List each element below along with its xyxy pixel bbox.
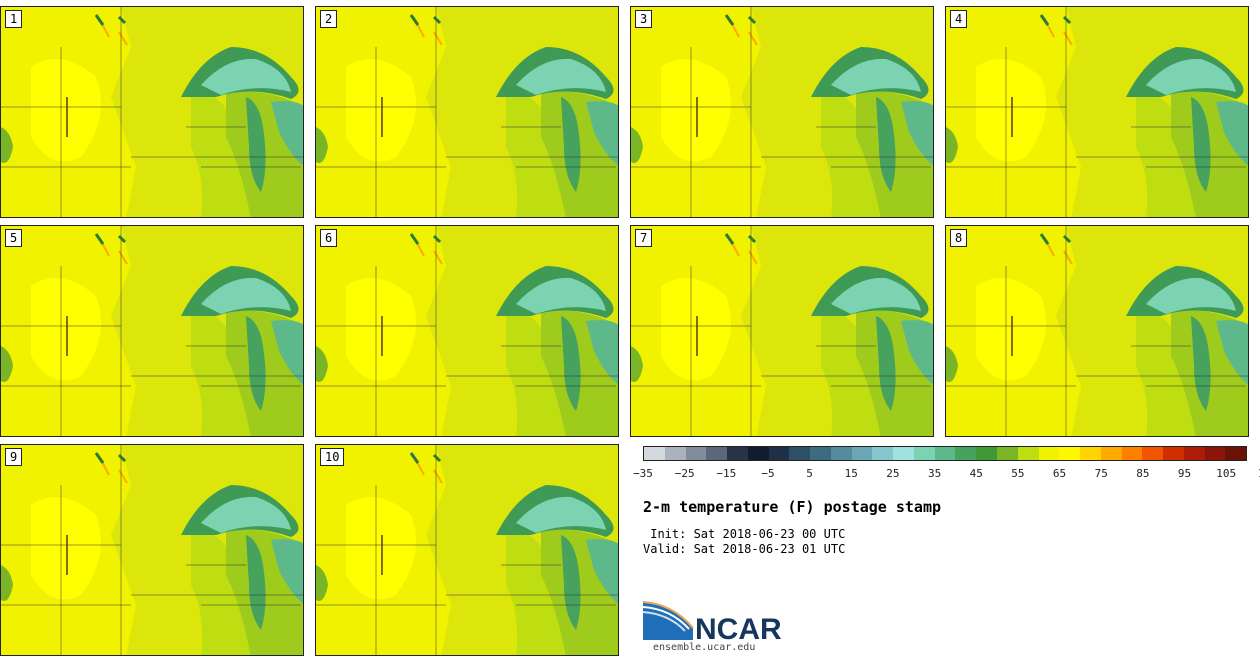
colorbar-swatch [1017, 447, 1039, 460]
colorbar-tick-label: −35 [633, 467, 653, 480]
temperature-map [316, 226, 618, 436]
colorbar-swatch [893, 447, 914, 460]
temperature-map [946, 7, 1248, 217]
colorbar-tick-label: 45 [969, 467, 983, 480]
member-panel: 5 [0, 225, 304, 437]
temperature-map [946, 226, 1248, 436]
member-panel: 4 [945, 6, 1249, 218]
colorbar-swatch [1163, 447, 1184, 460]
member-number-label: 5 [5, 229, 23, 247]
colorbar-tick-label: 15 [844, 467, 858, 480]
temperature-map [316, 7, 618, 217]
colorbar-tick-label: 115 [1258, 467, 1260, 480]
colorbar-swatch [1225, 447, 1247, 460]
colorbar-swatch [955, 447, 977, 460]
colorbar-swatch [685, 447, 707, 460]
init-time: Init: Sat 2018-06-23 00 UTC [643, 527, 846, 541]
temperature-colorbar [643, 446, 1247, 461]
colorbar-swatch [768, 447, 790, 460]
colorbar-tick-label: 85 [1136, 467, 1150, 480]
temperature-map [1, 445, 303, 655]
temperature-map [631, 226, 933, 436]
member-panel: 6 [315, 225, 619, 437]
plot-title: 2-m temperature (F) postage stamp [643, 498, 942, 516]
member-panel: 9 [0, 444, 304, 656]
member-panel: 1 [0, 6, 304, 218]
colorbar-tick-label: 65 [1052, 467, 1067, 480]
ncar-logo-icon: NCAR [642, 601, 782, 646]
ncar-website: ensemble.ucar.edu [653, 642, 756, 653]
svg-text:NCAR: NCAR [695, 613, 782, 642]
valid-time: Valid: Sat 2018-06-23 01 UTC [643, 542, 846, 556]
colorbar-swatch [872, 447, 894, 460]
colorbar-swatch [1038, 447, 1060, 460]
member-number-label: 9 [5, 448, 23, 466]
colorbar-swatch [747, 447, 769, 460]
member-panel: 2 [315, 6, 619, 218]
colorbar-swatch [644, 447, 665, 460]
member-panel: 7 [630, 225, 934, 437]
member-number-label: 10 [320, 448, 345, 466]
colorbar-tick-label: −25 [674, 467, 695, 480]
colorbar-swatch [934, 447, 956, 460]
colorbar-swatch [1059, 447, 1081, 460]
colorbar-tick-label: 25 [886, 467, 900, 480]
member-number-label: 7 [635, 229, 653, 247]
member-number-label: 4 [950, 10, 968, 28]
colorbar-swatch [1204, 447, 1226, 460]
member-panel: 10 [315, 444, 619, 656]
colorbar-swatch [830, 447, 852, 460]
colorbar-tick-label: −5 [761, 467, 775, 480]
member-panel: 3 [630, 6, 934, 218]
member-panel: 8 [945, 225, 1249, 437]
temperature-map [1, 226, 303, 436]
colorbar-swatch [997, 447, 1018, 460]
colorbar-swatch [789, 447, 811, 460]
ncar-logo: NCAR [642, 598, 793, 646]
temperature-map [316, 445, 618, 655]
colorbar-tick-label: 105 [1216, 467, 1237, 480]
colorbar-tick-label: 95 [1177, 467, 1192, 480]
member-number-label: 8 [950, 229, 968, 247]
colorbar-swatch [727, 447, 748, 460]
colorbar-swatch [706, 447, 728, 460]
temperature-map [1, 7, 303, 217]
member-number-label: 3 [635, 10, 653, 28]
colorbar-swatch [913, 447, 935, 460]
colorbar-swatch [1080, 447, 1101, 460]
colorbar-swatch [664, 447, 686, 460]
colorbar-tick-label: 55 [1011, 467, 1025, 480]
member-number-label: 1 [5, 10, 23, 28]
colorbar-tick-label: 5 [806, 467, 813, 480]
colorbar-tick-label: 75 [1094, 467, 1108, 480]
temperature-map [631, 7, 933, 217]
colorbar-swatch [1142, 447, 1164, 460]
colorbar-swatch [1183, 447, 1205, 460]
member-number-label: 2 [320, 10, 338, 28]
member-number-label: 6 [320, 229, 338, 247]
colorbar-swatch [851, 447, 873, 460]
colorbar-tick-label: 35 [927, 467, 942, 480]
colorbar-swatch [810, 447, 831, 460]
colorbar-swatch [976, 447, 998, 460]
colorbar-swatch [1121, 447, 1143, 460]
colorbar-tick-label: −15 [716, 467, 737, 480]
colorbar-swatch [1100, 447, 1122, 460]
